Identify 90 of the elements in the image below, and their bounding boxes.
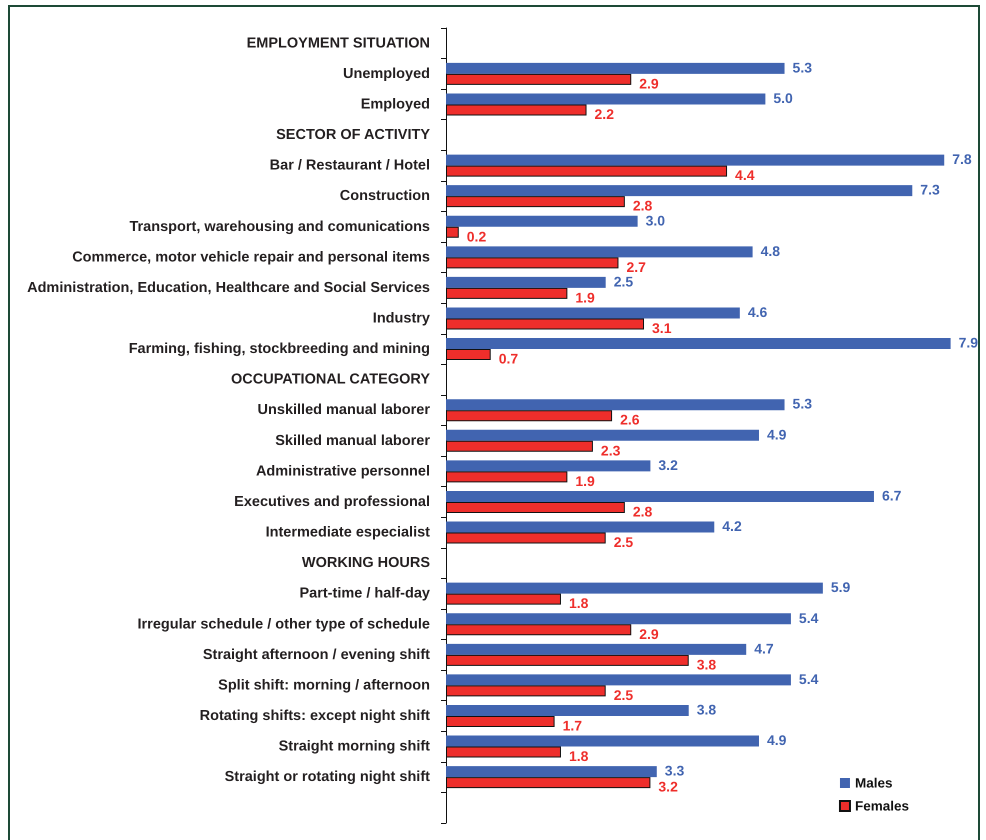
y-tick-label: Irregular schedule / other type of schedule [138,616,430,632]
y-tick-label: Transport, warehousing and comunications [129,218,430,235]
y-tick-label: Unemployed [342,66,430,82]
data-label: 5.9 [830,579,851,596]
data-label: 1.7 [562,717,582,734]
data-label: 5.4 [798,610,819,626]
bar [446,93,766,104]
data-label: 2.5 [614,686,634,703]
bar [446,490,874,502]
y-tick-label: Administration, Education, Healthcare and Social Services [27,280,430,296]
bar [446,522,714,533]
bar [446,674,791,686]
data-label: 5.3 [792,59,812,76]
data-label: 2.5 [614,273,634,290]
data-label: 5.0 [773,90,794,106]
bar [446,185,912,196]
data-label: 0.7 [498,350,518,367]
y-tick-label: Split shift: morning / afternoon [218,677,430,694]
y-tick-label: Bar / Restaurant / Hotel [270,158,430,174]
y-tick-label: Commerce, motor vehicle repair and personal items [72,249,430,266]
data-label: 2.8 [632,503,653,520]
y-tick-label: Intermediate especialist [266,524,430,541]
bar [446,338,951,350]
data-label: 3.3 [664,762,684,779]
bar [446,460,650,472]
y-tick-label: WORKING HOURS [302,555,430,572]
data-label: 2.8 [632,198,653,214]
legend-label: Males [854,776,892,790]
data-label: 3.2 [658,778,678,795]
y-tick-label: SECTOR OF ACTIVITY [276,127,430,144]
data-label: 5.4 [798,670,819,687]
bar [446,704,689,716]
data-label: 2.3 [600,442,621,458]
data-label: 2.9 [639,626,659,642]
data-label: 4.4 [735,167,755,184]
data-label: 0.2 [466,228,486,244]
data-label: 3.0 [646,212,666,228]
data-label: 3.8 [696,701,716,718]
y-tick-label: Administrative personnel [256,463,430,480]
y-tick-label: Unskilled manual laborer [258,402,430,418]
y-tick-label: OCCUPATIONAL CATEGORY [231,372,430,388]
data-label: 2.2 [594,106,614,122]
y-tick-label: EMPLOYMENT SITUATION [246,35,430,52]
bar [446,307,740,318]
data-label: 2.9 [639,75,659,92]
bar [446,154,944,166]
y-tick-label: Straight afternoon / evening shift [202,646,430,663]
data-label: 5.3 [792,396,812,412]
y-tick-label: Employed [360,96,430,112]
bar [446,613,791,624]
data-label: 4.9 [766,732,787,748]
data-label: 7.8 [952,151,972,168]
bar [446,766,657,778]
bar [446,62,785,74]
data-label: 4.2 [722,518,742,534]
data-label: 1.9 [575,289,596,306]
y-tick-label: Rotating shifts: except night shift [200,708,430,724]
y-tick-label: Straight morning shift [278,738,430,755]
y-tick-label: Skilled manual laborer [275,432,430,449]
data-label: 2.5 [614,534,634,550]
data-label: 4.7 [754,640,774,656]
data-label: 4.8 [760,242,780,259]
legend-label: Females [854,798,910,814]
data-label: 4.6 [748,304,768,320]
data-label: 3.2 [658,456,678,473]
bar [446,276,606,288]
data-label: 4.9 [766,426,787,442]
bar [446,216,638,227]
data-label: 7.9 [958,334,978,351]
bar [446,582,823,594]
data-label: 3.1 [652,320,672,336]
y-tick-label: Farming, fishing, stockbreeding and mining [128,341,430,358]
data-label: 1.8 [568,595,589,612]
y-tick-label: Part-time / half-day [299,586,430,602]
y-tick-label: Construction [340,188,430,204]
y-tick-label: Executives and professional [234,494,430,510]
bar [446,644,746,655]
data-label: 2.6 [620,412,640,428]
data-label: 7.3 [920,182,940,198]
data-label: 1.8 [568,748,589,764]
y-tick-label: Industry [372,310,430,326]
y-tick-label: Straight or rotating night shift [224,769,430,786]
data-label: 2.7 [626,258,646,275]
bar [446,399,785,410]
data-label: 3.8 [696,656,716,672]
data-label: 6.7 [882,487,902,504]
bar [446,246,753,258]
data-label: 1.9 [575,472,596,489]
bar [446,736,759,747]
bar [446,430,759,441]
